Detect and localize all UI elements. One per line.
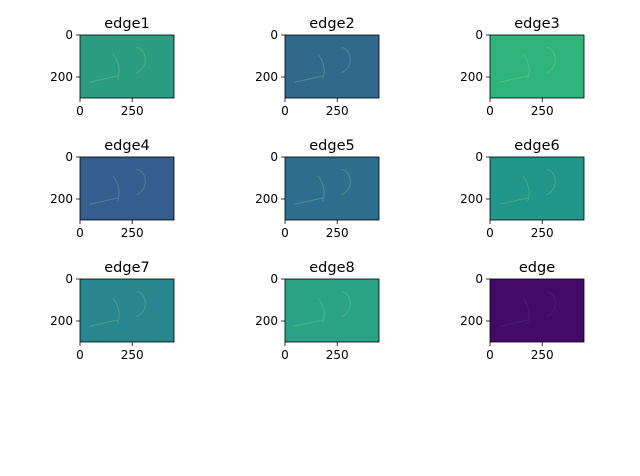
panel-image — [80, 157, 174, 220]
x-tick-label: 0 — [76, 104, 84, 118]
y-tick-label: 0 — [65, 28, 73, 42]
y-tick-label: 0 — [475, 150, 483, 164]
panel-texture — [294, 169, 351, 205]
panel-title: edge4 — [104, 138, 149, 154]
x-tick-label: 250 — [326, 104, 349, 118]
x-tick-label: 250 — [326, 348, 349, 362]
panel-texture — [499, 291, 556, 327]
panel-texture — [499, 47, 556, 83]
panel-title: edge7 — [104, 260, 149, 276]
x-tick-label: 250 — [531, 104, 554, 118]
panel-texture — [89, 169, 146, 205]
panel-texture — [294, 47, 351, 83]
x-tick-label: 0 — [281, 104, 289, 118]
panel-frame — [79, 156, 175, 221]
x-tick-label: 0 — [76, 348, 84, 362]
panel-edge: edge 0 250 0 200 — [460, 260, 585, 362]
y-tick-label: 200 — [460, 70, 483, 84]
panel-edge5: edge5 0 250 0 200 — [255, 138, 380, 240]
panel-image — [80, 35, 174, 98]
x-tick-label: 250 — [531, 348, 554, 362]
y-tick-label: 200 — [255, 314, 278, 328]
y-tick-label: 0 — [65, 272, 73, 286]
y-tick-label: 0 — [270, 28, 278, 42]
y-tick-label: 0 — [270, 150, 278, 164]
panel-title: edge6 — [514, 138, 559, 154]
x-tick-label: 0 — [281, 226, 289, 240]
x-tick-label: 250 — [121, 226, 144, 240]
panel-edge3: edge3 0 250 0 200 — [460, 16, 585, 118]
x-tick-label: 0 — [76, 226, 84, 240]
panel-title: edge8 — [309, 260, 354, 276]
y-tick-label: 0 — [270, 272, 278, 286]
panel-frame — [489, 156, 585, 221]
x-tick-label: 0 — [486, 104, 494, 118]
panel-image — [490, 35, 584, 98]
panel-title: edge3 — [514, 16, 559, 32]
x-tick-label: 0 — [486, 348, 494, 362]
y-tick-label: 0 — [65, 150, 73, 164]
panel-frame — [79, 34, 175, 99]
y-tick-label: 0 — [475, 272, 483, 286]
panel-frame — [284, 34, 380, 99]
y-tick-label: 200 — [50, 70, 73, 84]
y-tick-label: 200 — [460, 192, 483, 206]
panel-image — [80, 279, 174, 342]
panel-texture — [499, 169, 556, 205]
panel-image — [285, 279, 379, 342]
y-tick-label: 0 — [475, 28, 483, 42]
panel-title: edge1 — [104, 16, 149, 32]
panel-frame — [284, 156, 380, 221]
x-tick-label: 250 — [326, 226, 349, 240]
panel-frame — [79, 278, 175, 343]
panel-texture — [89, 291, 146, 327]
panel-frame — [489, 278, 585, 343]
panel-title: edge — [519, 260, 555, 276]
panel-texture — [89, 47, 146, 83]
panel-edge1: edge1 0 250 0 200 — [50, 16, 175, 118]
y-tick-label: 200 — [460, 314, 483, 328]
panel-edge6: edge6 0 250 0 200 — [460, 138, 585, 240]
panel-title: edge5 — [309, 138, 354, 154]
panel-title: edge2 — [309, 16, 354, 32]
y-tick-label: 200 — [50, 192, 73, 206]
panel-image — [285, 157, 379, 220]
panel-frame — [489, 34, 585, 99]
x-tick-label: 0 — [281, 348, 289, 362]
x-tick-label: 0 — [486, 226, 494, 240]
panel-edge2: edge2 0 250 0 200 — [255, 16, 380, 118]
panel-edge7: edge7 0 250 0 200 — [50, 260, 175, 362]
panel-edge4: edge4 0 250 0 200 — [50, 138, 175, 240]
x-tick-label: 250 — [121, 104, 144, 118]
y-tick-label: 200 — [255, 192, 278, 206]
x-tick-label: 250 — [531, 226, 554, 240]
panel-edge8: edge8 0 250 0 200 — [255, 260, 380, 362]
panel-image — [285, 35, 379, 98]
panel-image — [490, 157, 584, 220]
y-tick-label: 200 — [255, 70, 278, 84]
panel-frame — [284, 278, 380, 343]
panel-image — [490, 279, 584, 342]
panel-texture — [294, 291, 351, 327]
x-tick-label: 250 — [121, 348, 144, 362]
y-tick-label: 200 — [50, 314, 73, 328]
